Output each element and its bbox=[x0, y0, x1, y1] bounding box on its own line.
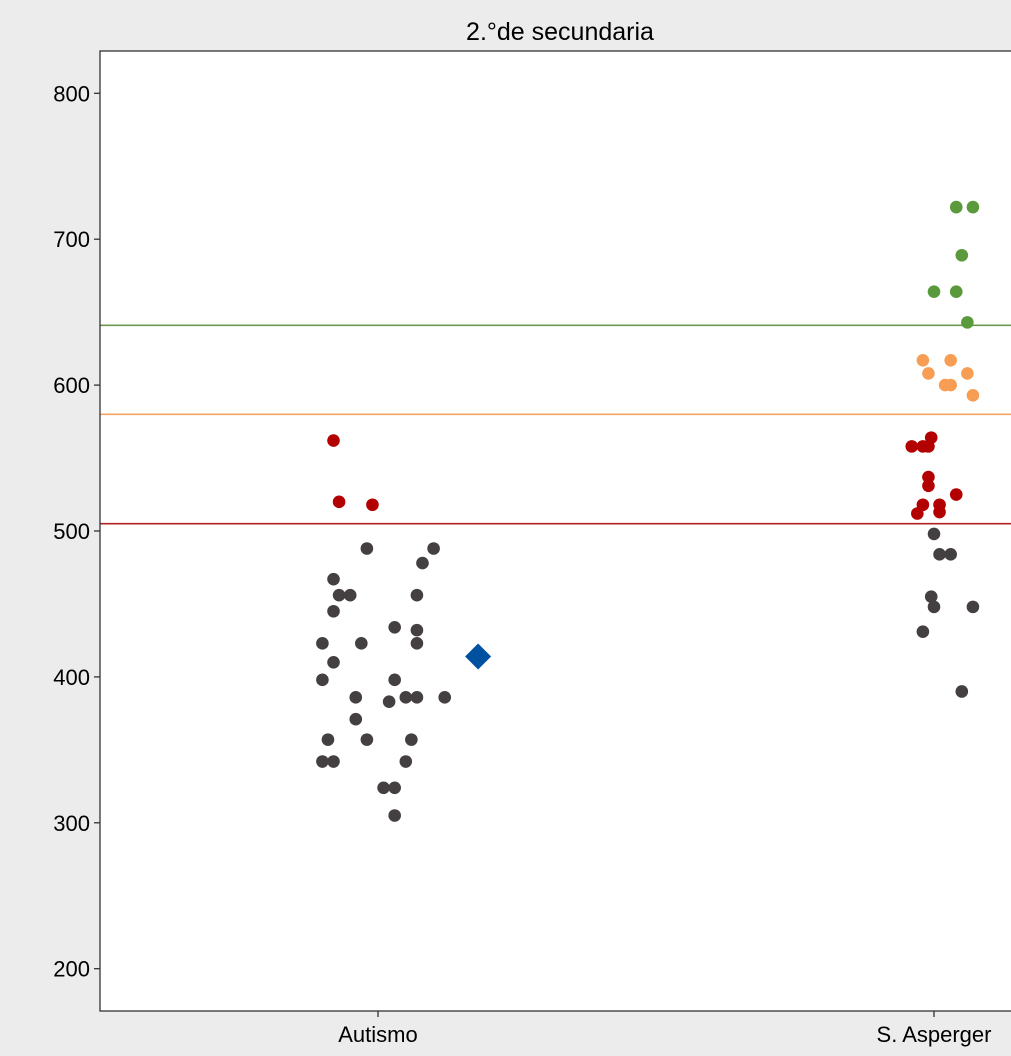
data-point bbox=[332, 495, 346, 509]
data-point bbox=[944, 354, 957, 367]
data-point bbox=[327, 604, 340, 618]
data-point bbox=[944, 548, 957, 561]
data-point bbox=[438, 691, 452, 704]
data-point bbox=[922, 470, 935, 484]
data-point bbox=[377, 781, 390, 795]
data-point bbox=[388, 809, 401, 822]
data-point bbox=[360, 733, 374, 746]
data-point bbox=[922, 367, 935, 380]
y-tick-label: 300 bbox=[53, 811, 90, 836]
data-point bbox=[949, 488, 963, 501]
data-point bbox=[924, 431, 938, 444]
data-point bbox=[949, 200, 963, 214]
data-point bbox=[343, 588, 357, 602]
data-point bbox=[916, 625, 930, 638]
data-point bbox=[399, 691, 413, 704]
data-point bbox=[911, 507, 924, 520]
mean-marker-0 bbox=[465, 643, 492, 670]
data-point bbox=[955, 685, 969, 698]
x-tick-label: Autismo bbox=[338, 1022, 417, 1047]
data-point bbox=[327, 755, 340, 768]
data-point bbox=[327, 656, 340, 669]
data-point bbox=[388, 781, 401, 795]
y-tick-label: 600 bbox=[53, 373, 90, 398]
data-point bbox=[933, 505, 946, 519]
data-point bbox=[944, 378, 957, 392]
data-point bbox=[388, 620, 401, 634]
data-point bbox=[905, 440, 919, 453]
data-point bbox=[966, 389, 980, 402]
y-tick-label: 500 bbox=[53, 519, 90, 544]
data-point bbox=[332, 588, 346, 602]
y-tick-label: 700 bbox=[53, 227, 90, 252]
data-point bbox=[966, 600, 980, 614]
data-point bbox=[410, 691, 424, 704]
chart-title: 2.°de secundaria bbox=[466, 18, 654, 46]
data-point bbox=[366, 498, 379, 512]
data-point bbox=[966, 200, 980, 214]
data-point bbox=[922, 479, 935, 493]
data-point bbox=[327, 572, 340, 586]
data-point bbox=[927, 285, 941, 299]
data-point bbox=[961, 367, 974, 380]
data-point bbox=[924, 590, 938, 603]
data-point bbox=[427, 542, 440, 555]
x-tick-label: S. Asperger bbox=[877, 1022, 992, 1047]
y-tick-label: 800 bbox=[53, 81, 90, 106]
data-point bbox=[360, 542, 374, 555]
data-point bbox=[388, 673, 401, 687]
data-point bbox=[933, 548, 946, 561]
data-point bbox=[355, 637, 368, 650]
panel-background bbox=[100, 51, 1011, 1011]
data-point bbox=[927, 600, 941, 614]
data-point bbox=[349, 691, 363, 704]
data-point bbox=[416, 556, 429, 570]
data-point bbox=[316, 673, 329, 687]
data-point bbox=[955, 248, 969, 262]
data-point bbox=[327, 434, 340, 447]
data-point bbox=[316, 755, 329, 768]
data-point bbox=[316, 637, 329, 650]
data-point bbox=[399, 755, 413, 768]
data-point bbox=[916, 354, 930, 367]
data-point bbox=[321, 733, 335, 746]
data-point bbox=[961, 316, 974, 329]
data-point bbox=[405, 733, 418, 746]
y-tick-label: 400 bbox=[53, 665, 90, 690]
data-point bbox=[410, 588, 424, 602]
data-point bbox=[382, 695, 396, 708]
data-point bbox=[349, 712, 363, 726]
data-point bbox=[410, 637, 424, 650]
data-point bbox=[949, 285, 963, 299]
data-point bbox=[410, 623, 424, 637]
y-tick-label: 200 bbox=[53, 957, 90, 982]
data-point bbox=[927, 527, 941, 541]
